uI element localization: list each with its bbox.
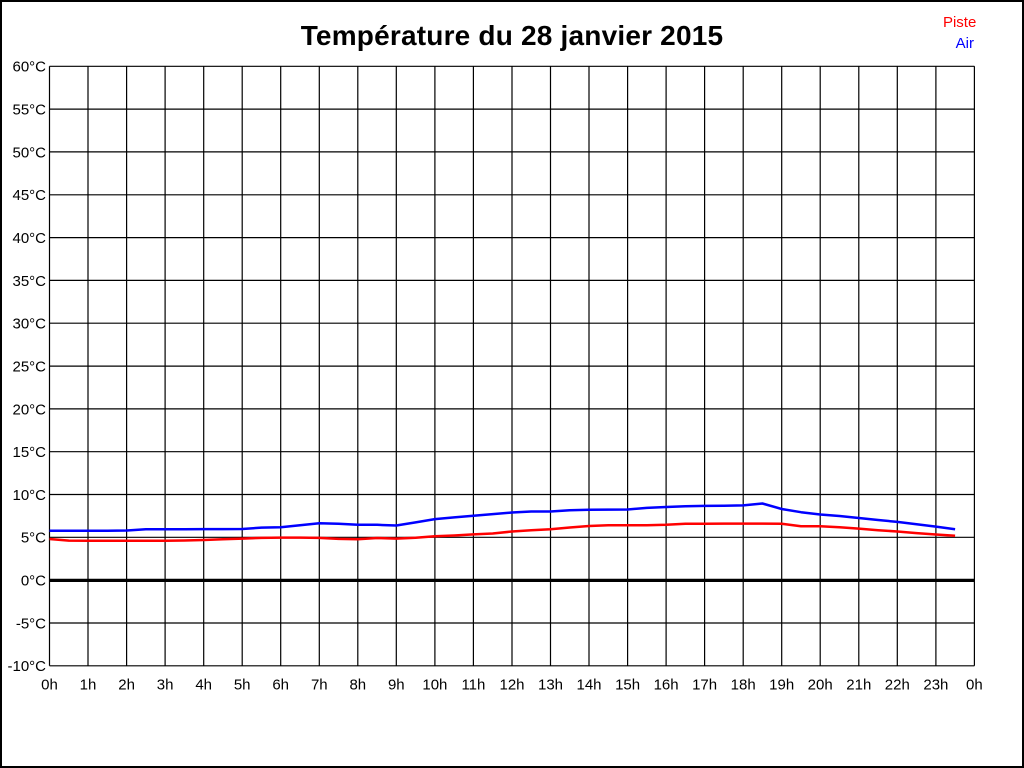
svg-text:60°C: 60°C: [12, 59, 46, 76]
svg-text:35°C: 35°C: [12, 273, 46, 290]
svg-text:3h: 3h: [157, 677, 174, 694]
svg-text:22h: 22h: [885, 677, 910, 694]
svg-text:15h: 15h: [615, 677, 640, 694]
svg-text:17h: 17h: [692, 677, 717, 694]
svg-text:2h: 2h: [118, 677, 135, 694]
svg-text:20h: 20h: [808, 677, 833, 694]
svg-text:10h: 10h: [422, 677, 447, 694]
svg-text:0h: 0h: [966, 677, 983, 694]
svg-text:15°C: 15°C: [12, 444, 46, 461]
svg-text:12h: 12h: [499, 677, 524, 694]
svg-text:13h: 13h: [538, 677, 563, 694]
svg-text:-5°C: -5°C: [16, 615, 46, 632]
svg-text:55°C: 55°C: [12, 102, 46, 119]
svg-text:Piste: Piste: [943, 14, 976, 31]
svg-text:7h: 7h: [311, 677, 328, 694]
svg-text:Air: Air: [956, 35, 974, 52]
svg-text:10°C: 10°C: [12, 487, 46, 504]
svg-text:1h: 1h: [80, 677, 97, 694]
svg-text:4h: 4h: [195, 677, 212, 694]
svg-text:5°C: 5°C: [21, 530, 46, 547]
svg-text:0h: 0h: [41, 677, 58, 694]
svg-text:8h: 8h: [349, 677, 366, 694]
svg-text:45°C: 45°C: [12, 187, 46, 204]
svg-text:16h: 16h: [654, 677, 679, 694]
svg-text:9h: 9h: [388, 677, 405, 694]
svg-text:14h: 14h: [576, 677, 601, 694]
svg-text:5h: 5h: [234, 677, 251, 694]
svg-text:23h: 23h: [923, 677, 948, 694]
svg-text:11h: 11h: [461, 677, 485, 694]
svg-text:20°C: 20°C: [12, 401, 46, 418]
svg-text:Température du 28 janvier 2015: Température du 28 janvier 2015: [301, 20, 724, 51]
svg-text:-10°C: -10°C: [7, 658, 46, 675]
svg-text:30°C: 30°C: [12, 316, 46, 333]
svg-text:50°C: 50°C: [12, 144, 46, 161]
svg-text:19h: 19h: [769, 677, 794, 694]
svg-text:25°C: 25°C: [12, 358, 46, 375]
svg-text:0°C: 0°C: [21, 573, 46, 590]
svg-text:21h: 21h: [846, 677, 871, 694]
svg-text:6h: 6h: [272, 677, 289, 694]
svg-text:18h: 18h: [731, 677, 756, 694]
svg-text:40°C: 40°C: [12, 230, 46, 247]
